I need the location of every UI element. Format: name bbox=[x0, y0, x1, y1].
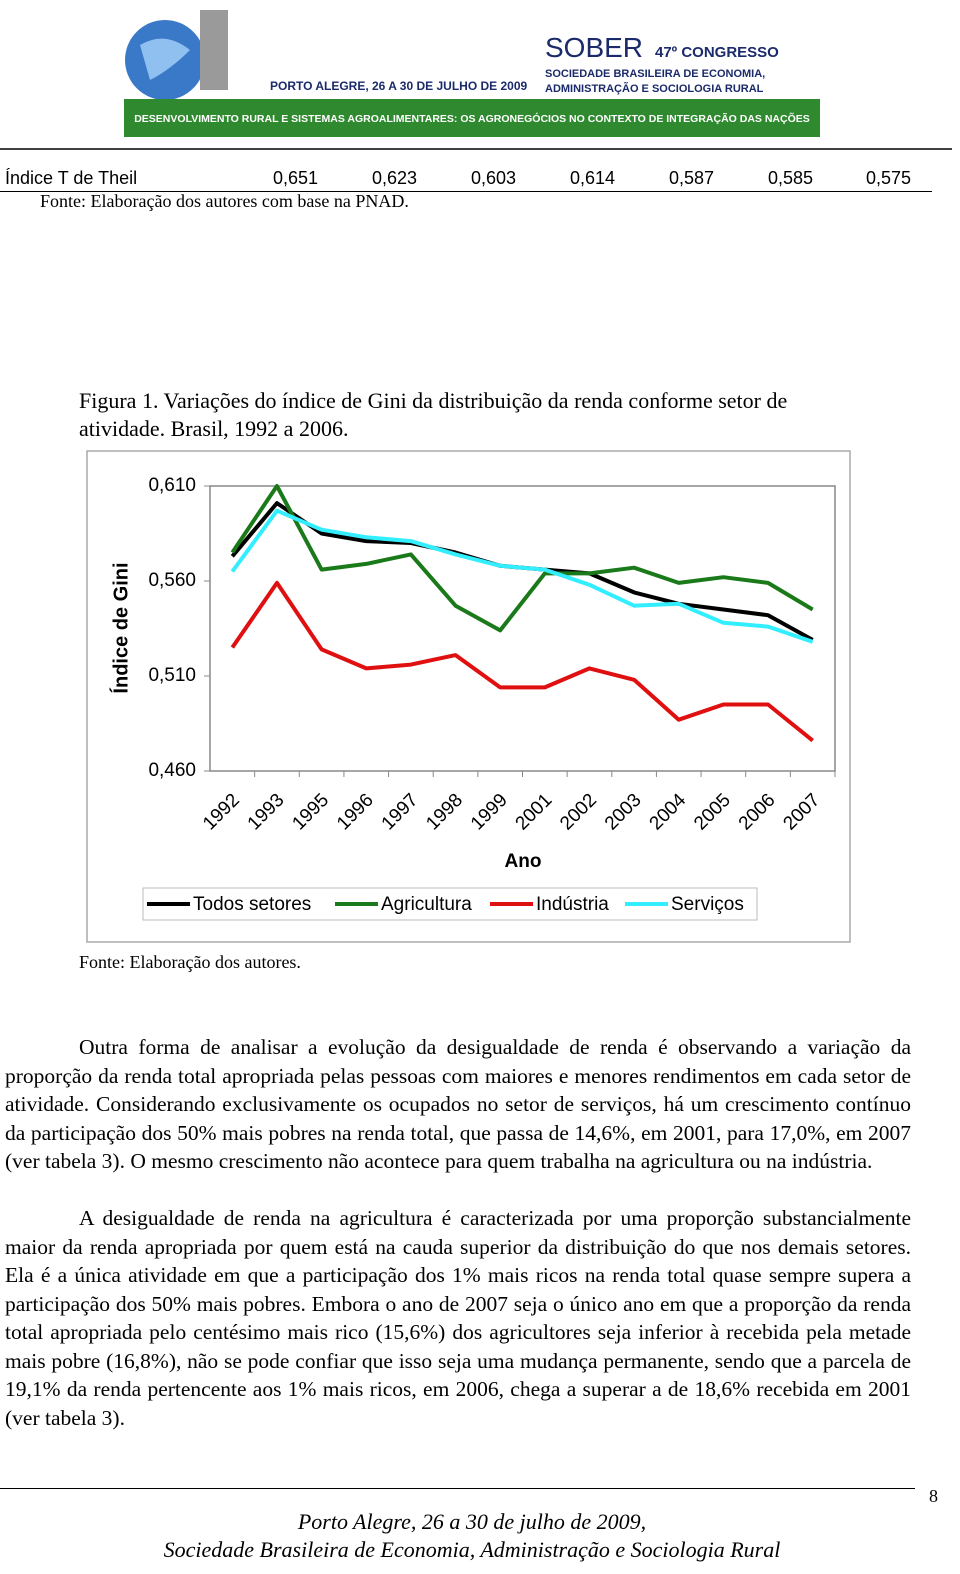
x-axis-title: Ano bbox=[505, 851, 542, 872]
table-row-label: Índice T de Theil bbox=[5, 168, 138, 188]
statue bbox=[200, 10, 228, 90]
footer-rule bbox=[0, 1488, 915, 1489]
figure-caption: Figura 1. Variações do índice de Gini da… bbox=[79, 388, 788, 441]
globe-shade bbox=[140, 38, 190, 80]
table-source: Fonte: Elaboração dos autores com base n… bbox=[40, 191, 409, 211]
footer-line: Sociedade Brasileira de Economia, Admini… bbox=[163, 1537, 781, 1562]
header-org-full: SOCIEDADE BRASILEIRA DE ECONOMIA, bbox=[545, 68, 765, 80]
table-cell: 0,585 bbox=[768, 168, 814, 188]
header-banner bbox=[124, 99, 820, 137]
header-org-full: ADMINISTRAÇÃO E SOCIOLOGIA RURAL bbox=[545, 82, 764, 95]
series-line bbox=[230, 484, 814, 633]
chart: Índice de Gini Ano 0,4600,5100,5600,6101… bbox=[86, 450, 851, 943]
series-line bbox=[230, 508, 814, 644]
header-theme: DESENVOLVIMENTO RURAL E SISTEMAS AGROALI… bbox=[134, 112, 810, 125]
header-location: PORTO ALEGRE, 26 A 30 DE JULHO DE 2009 bbox=[270, 79, 528, 93]
table-row: Índice T de Theil 0,651 0,623 0,603 0,614 0,5… bbox=[0, 168, 932, 192]
header-org: SOBER bbox=[545, 32, 643, 63]
paragraph: Outra forma de analisar a evolução da de… bbox=[5, 1035, 911, 1173]
chart-frame bbox=[86, 450, 851, 943]
figure-source: Fonte: Elaboração dos autores. bbox=[79, 952, 301, 972]
table-cell: 0,651 bbox=[273, 168, 319, 188]
legend-label: Todos setores bbox=[193, 894, 311, 915]
table-cell: 0,623 bbox=[372, 168, 418, 188]
legend-label: Serviços bbox=[671, 894, 744, 915]
footer-line: Porto Alegre, 26 a 30 de julho de 2009, bbox=[297, 1509, 647, 1534]
header-congress: 47º CONGRESSO bbox=[655, 44, 779, 61]
table-cell: 0,614 bbox=[570, 168, 616, 188]
legend-label: Indústria bbox=[536, 894, 609, 915]
y-axis-title: Índice de Gini bbox=[109, 562, 132, 693]
footer: Porto Alegre, 26 a 30 de julho de 2009, … bbox=[0, 1508, 944, 1564]
y-tick-label: 0,560 bbox=[148, 570, 196, 591]
page-number: 8 bbox=[929, 1486, 938, 1506]
series-line bbox=[230, 580, 814, 743]
table-cell: 0,603 bbox=[471, 168, 517, 188]
paragraph: A desigualdade de renda na agricultura é… bbox=[5, 1206, 911, 1430]
table-cell: 0,575 bbox=[866, 168, 912, 188]
y-tick-label: 0,460 bbox=[148, 760, 196, 781]
y-tick-label: 0,610 bbox=[148, 475, 196, 496]
y-tick-label: 0,510 bbox=[148, 665, 196, 686]
legend-label: Agricultura bbox=[381, 894, 472, 915]
header: PORTO ALEGRE, 26 A 30 DE JULHO DE 2009 S… bbox=[0, 10, 952, 150]
table-cell: 0,587 bbox=[669, 168, 715, 188]
